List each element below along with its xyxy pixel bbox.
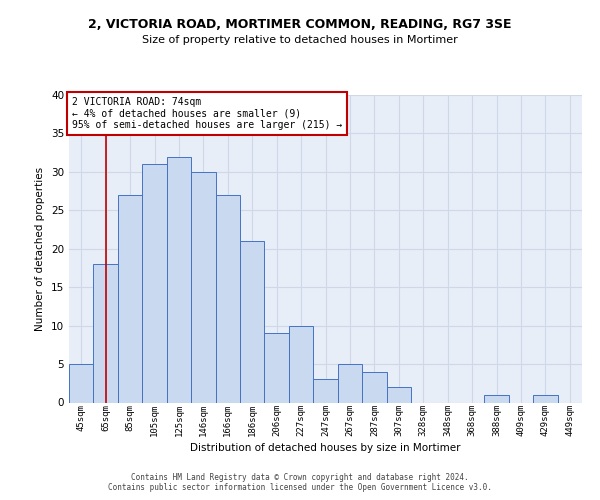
Bar: [191, 172, 215, 402]
Y-axis label: Number of detached properties: Number of detached properties: [35, 166, 46, 331]
Bar: [289, 326, 313, 402]
Text: 2, VICTORIA ROAD, MORTIMER COMMON, READING, RG7 3SE: 2, VICTORIA ROAD, MORTIMER COMMON, READI…: [88, 18, 512, 30]
Bar: [338, 364, 362, 403]
Bar: [94, 264, 118, 402]
Bar: [386, 387, 411, 402]
Bar: [362, 372, 386, 402]
Text: Contains HM Land Registry data © Crown copyright and database right 2024.
Contai: Contains HM Land Registry data © Crown c…: [108, 473, 492, 492]
Bar: [240, 241, 265, 402]
Text: 2 VICTORIA ROAD: 74sqm
← 4% of detached houses are smaller (9)
95% of semi-detac: 2 VICTORIA ROAD: 74sqm ← 4% of detached …: [71, 96, 342, 130]
X-axis label: Distribution of detached houses by size in Mortimer: Distribution of detached houses by size …: [190, 443, 461, 453]
Bar: [265, 334, 289, 402]
Bar: [167, 156, 191, 402]
Bar: [215, 195, 240, 402]
Bar: [118, 195, 142, 402]
Bar: [313, 380, 338, 402]
Bar: [69, 364, 94, 403]
Bar: [533, 395, 557, 402]
Bar: [142, 164, 167, 402]
Text: Size of property relative to detached houses in Mortimer: Size of property relative to detached ho…: [142, 35, 458, 45]
Bar: [484, 395, 509, 402]
